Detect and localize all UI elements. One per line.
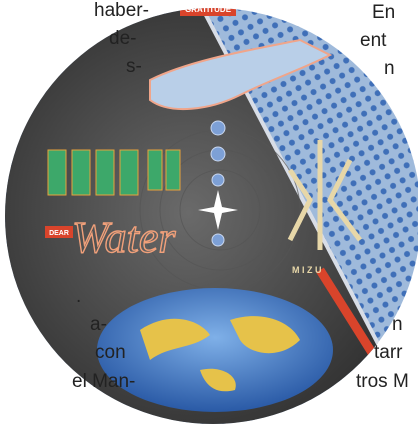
- text-fragment: con: [95, 342, 126, 363]
- text-fragment: el Man-: [72, 371, 136, 392]
- text-fragment: En: [372, 2, 396, 23]
- dear-label: DEAR: [49, 230, 69, 237]
- text-fragment: s-: [126, 56, 142, 77]
- water-title: Water: [72, 213, 176, 262]
- text-fragment: a-: [90, 314, 107, 335]
- text-fragment: .: [76, 286, 82, 307]
- text-fragment: haber-: [94, 0, 149, 21]
- text-fragment: tros M: [356, 371, 409, 392]
- text-fragment: ent: [360, 30, 387, 51]
- mizu-label: M I Z U: [292, 265, 322, 275]
- text-fragment: tarr: [374, 342, 403, 363]
- badge: GRATITUDE: [185, 5, 232, 14]
- text-fragment: n: [392, 314, 403, 335]
- text-fragment: de-: [109, 28, 137, 49]
- text-fragment: n: [384, 58, 395, 79]
